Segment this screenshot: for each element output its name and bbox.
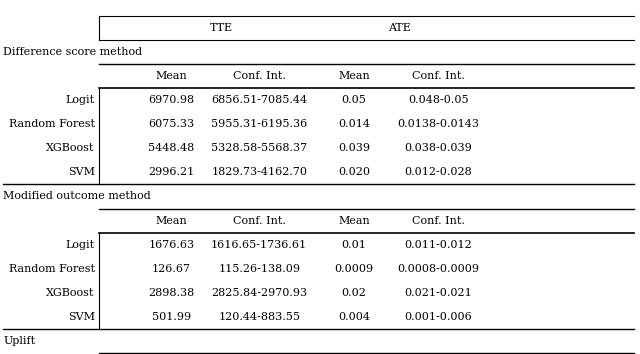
Text: Mean: Mean (156, 71, 188, 81)
Text: 5328.58-5568.37: 5328.58-5568.37 (211, 143, 307, 153)
Text: 1676.63: 1676.63 (148, 240, 195, 250)
Text: 2898.38: 2898.38 (148, 288, 195, 298)
Text: XGBoost: XGBoost (46, 143, 95, 153)
Text: Mean: Mean (156, 216, 188, 225)
Text: 2825.84-2970.93: 2825.84-2970.93 (211, 288, 307, 298)
Text: 0.0008-0.0009: 0.0008-0.0009 (397, 264, 479, 274)
Text: XGBoost: XGBoost (46, 288, 95, 298)
Text: ATE: ATE (388, 23, 411, 33)
Text: Random Forest: Random Forest (9, 264, 95, 274)
Text: 120.44-883.55: 120.44-883.55 (218, 312, 300, 322)
Text: Mean: Mean (338, 216, 370, 225)
Text: 0.05: 0.05 (342, 95, 366, 105)
Text: 0.004: 0.004 (338, 312, 370, 322)
Text: 0.011-0.012: 0.011-0.012 (404, 240, 472, 250)
Text: 126.67: 126.67 (152, 264, 191, 274)
Text: Mean: Mean (338, 71, 370, 81)
Text: Conf. Int.: Conf. Int. (233, 216, 285, 225)
Text: 0.048-0.05: 0.048-0.05 (408, 95, 468, 105)
Text: 1616.65-1736.61: 1616.65-1736.61 (211, 240, 307, 250)
Text: 0.0138-0.0143: 0.0138-0.0143 (397, 119, 479, 129)
Text: 5955.31-6195.36: 5955.31-6195.36 (211, 119, 307, 129)
Text: 1829.73-4162.70: 1829.73-4162.70 (211, 167, 307, 177)
Text: 5448.48: 5448.48 (148, 143, 195, 153)
Text: 0.01: 0.01 (342, 240, 366, 250)
Text: Difference score method: Difference score method (3, 47, 142, 57)
Text: 6970.98: 6970.98 (148, 95, 195, 105)
Text: Uplift: Uplift (3, 336, 35, 346)
Text: 0.001-0.006: 0.001-0.006 (404, 312, 472, 322)
Text: 0.038-0.039: 0.038-0.039 (404, 143, 472, 153)
Text: 0.02: 0.02 (342, 288, 366, 298)
Text: 0.014: 0.014 (338, 119, 370, 129)
Text: 115.26-138.09: 115.26-138.09 (218, 264, 300, 274)
Text: Modified outcome method: Modified outcome method (3, 192, 151, 201)
Text: 501.99: 501.99 (152, 312, 191, 322)
Text: SVM: SVM (68, 312, 95, 322)
Text: Logit: Logit (65, 240, 95, 250)
Text: TTE: TTE (210, 23, 234, 33)
Text: 0.012-0.028: 0.012-0.028 (404, 167, 472, 177)
Text: 2996.21: 2996.21 (148, 167, 195, 177)
Text: 6856.51-7085.44: 6856.51-7085.44 (211, 95, 307, 105)
Text: 0.039: 0.039 (338, 143, 370, 153)
Text: Logit: Logit (65, 95, 95, 105)
Text: Conf. Int.: Conf. Int. (412, 71, 465, 81)
Text: SVM: SVM (68, 167, 95, 177)
Text: 0.020: 0.020 (338, 167, 370, 177)
Text: 0.021-0.021: 0.021-0.021 (404, 288, 472, 298)
Text: Conf. Int.: Conf. Int. (412, 216, 465, 225)
Text: Conf. Int.: Conf. Int. (233, 71, 285, 81)
Text: 0.0009: 0.0009 (334, 264, 374, 274)
Text: Random Forest: Random Forest (9, 119, 95, 129)
Text: 6075.33: 6075.33 (148, 119, 195, 129)
